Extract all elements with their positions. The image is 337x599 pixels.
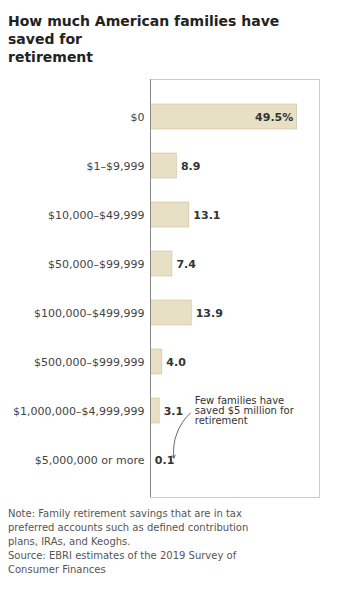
svg-text:$1,000,000–$4,999,999: $1,000,000–$4,999,999 (13, 404, 144, 417)
svg-text:49.5%: 49.5% (255, 110, 293, 123)
svg-text:$100,000–$499,999: $100,000–$499,999 (34, 306, 144, 319)
html-text:Note: Family retirement saving: Note: Family retirement savings that are… (8, 507, 249, 575)
svg-text:13.9: 13.9 (196, 306, 223, 319)
svg-text:3.1: 3.1 (164, 404, 184, 417)
svg-text:8.9: 8.9 (181, 159, 201, 172)
svg-text:4.0: 4.0 (166, 355, 186, 368)
html-text:How much American families hav: How much American families have saved fo… (8, 13, 280, 66)
svg-text:13.1: 13.1 (193, 208, 220, 221)
svg-text:0.1: 0.1 (155, 453, 175, 466)
svg-text:$0: $0 (131, 110, 145, 123)
svg-text:7.4: 7.4 (176, 257, 196, 270)
svg-text:$50,000–$99,999: $50,000–$99,999 (48, 257, 144, 270)
svg-text:$5,000,000 or more: $5,000,000 or more (35, 453, 145, 466)
svg-text:$1–$9,999: $1–$9,999 (87, 159, 145, 172)
svg-text:$500,000–$999,999: $500,000–$999,999 (34, 355, 144, 368)
svg-text:Few families havesaved $5 mill: Few families havesaved $5 million forret… (195, 395, 295, 426)
svg-text:$10,000–$49,999: $10,000–$49,999 (48, 208, 144, 221)
